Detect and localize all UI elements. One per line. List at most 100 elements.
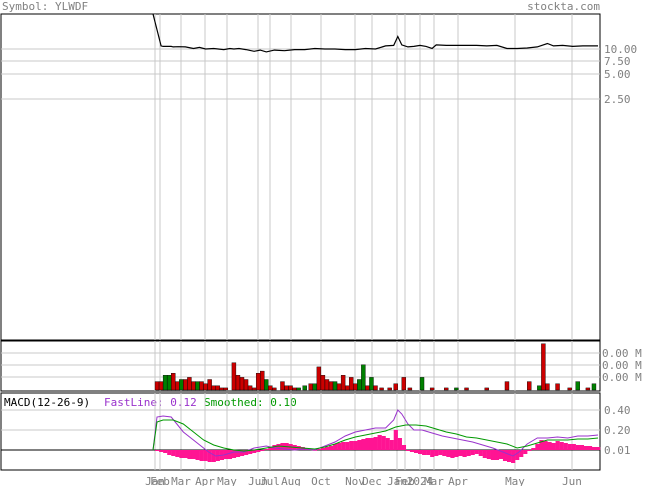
macd-histogram-bar (426, 450, 431, 455)
volume-bar (255, 373, 261, 391)
macd-histogram-bar (583, 446, 589, 450)
macd-histogram-bar (248, 450, 253, 454)
volume-tick-label: 0.00 M (602, 347, 642, 360)
x-tick-label: Mar (171, 475, 191, 486)
x-tick-label: Aug (281, 475, 301, 486)
volume-bar (349, 377, 354, 391)
macd-histogram-bar (333, 444, 338, 450)
volume-bar (407, 387, 413, 391)
vol-panel-frame (0, 340, 601, 392)
macd-histogram-bar (276, 444, 281, 450)
x-tick-label: Jan (145, 475, 165, 486)
macd-histogram-bar (430, 450, 435, 457)
macd-histogram-bar (494, 450, 500, 460)
macd-histogram-bar (567, 444, 572, 450)
macd-histogram-bar (442, 450, 447, 456)
volume-bar (541, 343, 546, 391)
x-tick-label: Feb (395, 475, 415, 486)
macd-histogram-bar (353, 441, 358, 450)
volume-bar (162, 375, 168, 391)
macd-histogram-bar (337, 443, 342, 450)
volume-bar (373, 385, 378, 391)
macd-histogram-bar (183, 450, 188, 458)
volume-bar (328, 381, 334, 391)
macd-histogram-bar (535, 444, 540, 450)
macd-histogram-bar (199, 450, 204, 461)
macd-histogram-bar (227, 450, 233, 459)
macd-histogram-bar (381, 436, 386, 450)
volume-bar (567, 387, 572, 391)
volume-bar (239, 377, 245, 391)
volume-bar (251, 387, 257, 391)
macd-histogram-bar (587, 446, 593, 450)
price-tick-label: 10.00 (604, 43, 637, 56)
macd-histogram-bar (547, 442, 552, 450)
volume-bar (166, 375, 172, 391)
volume-bar (207, 379, 212, 391)
volume-bar (187, 377, 192, 391)
volume-bar (419, 377, 425, 391)
volume-bar (585, 387, 591, 391)
macd-histogram-bar (320, 448, 326, 450)
macd-title: MACD(12-26-9) (4, 396, 91, 409)
price-tick-label: 7.50 (604, 55, 631, 68)
volume-bar (243, 379, 249, 391)
volume-bar (215, 385, 220, 391)
macd-histogram-bar (264, 449, 269, 450)
volume-bar (312, 383, 318, 391)
macd-histogram-bar (413, 450, 419, 453)
macd-histogram-bar (175, 450, 180, 457)
volume-bar (175, 381, 180, 391)
x-tick-label: Nov (345, 475, 365, 486)
x-tick-label: May (217, 475, 237, 486)
macd-histogram-bar (438, 450, 443, 455)
x-tick-label: Dec (362, 475, 382, 486)
symbol-label: Symbol: YLWDF (2, 0, 89, 13)
volume-bar (340, 375, 346, 391)
x-tick-label: Mar (424, 475, 444, 486)
volume-bar (454, 387, 459, 391)
volume-bar (171, 373, 176, 391)
macd-histogram-bar (543, 441, 548, 450)
macd-fast-line (152, 409, 599, 457)
price-panel-frame (0, 13, 601, 341)
x-tick-label: May (505, 475, 525, 486)
macd-histogram-bar (531, 448, 536, 450)
macd-histogram-bar (393, 430, 398, 450)
volume-bar (353, 383, 358, 391)
volume-bar (336, 383, 342, 391)
volume-bar (464, 387, 469, 391)
macd-histogram-bar (470, 450, 475, 455)
macd-histogram-bar (203, 450, 208, 461)
macd-histogram-bar (579, 445, 585, 450)
macd-tick-label: 0.20 (604, 424, 631, 437)
price-tick-label: 2.50 (604, 93, 631, 106)
x-tick-label: Jun (562, 475, 582, 486)
macd-histogram-bar (329, 446, 334, 450)
macd-histogram-bar (559, 442, 564, 450)
volume-bar (365, 385, 370, 391)
volume-bar (199, 381, 204, 391)
macd-histogram-bar (377, 435, 382, 450)
volume-bar (387, 387, 392, 391)
macd-histogram-bar (575, 445, 580, 450)
macd-histogram-bar (409, 450, 415, 452)
volume-bar (344, 385, 350, 391)
macd-histogram-bar (527, 450, 532, 451)
volume-bar (247, 385, 253, 391)
macd-histogram-bar (324, 447, 330, 450)
site-label: stockta.com (527, 0, 600, 13)
macd-histogram-bar (260, 450, 265, 451)
macd-histogram-bar (369, 438, 374, 450)
macd-histogram-bar (418, 450, 423, 454)
macd-histogram-bar (389, 440, 394, 450)
macd-histogram-bar (482, 450, 487, 458)
volume-bar (545, 383, 550, 391)
volume-bar (401, 377, 407, 391)
volume-bar (379, 387, 384, 391)
volume-bar (361, 364, 366, 391)
macd-histogram-bar (458, 450, 463, 456)
volume-bar (591, 383, 597, 391)
macd-histogram-bar (163, 450, 168, 453)
macd-histogram-bar (272, 445, 277, 450)
